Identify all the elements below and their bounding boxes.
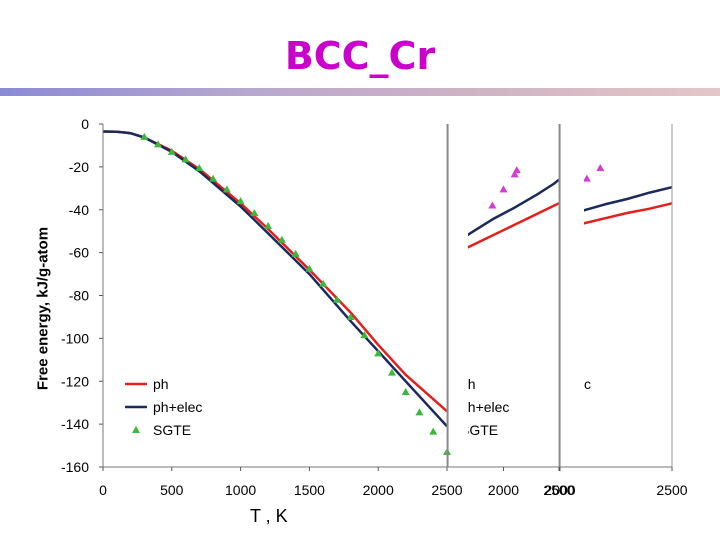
y-tick-label: 0 [81,116,89,132]
data-point-sgte [346,312,355,320]
data-point-sgte [305,264,314,272]
legend-label: ph [153,376,169,392]
legend-fragment: SGTE [460,422,498,438]
slide-title: BCC_Cr [284,34,436,78]
series-line-ph [468,202,560,249]
data-point-sgte [401,387,410,395]
legend-label: ph+elec [460,399,509,415]
data-point-sgte [499,185,508,193]
data-point-sgte [415,408,424,416]
y-tick-label: -100 [61,330,89,346]
x-tick-label: 0 [99,482,107,498]
data-point-sgte [567,182,575,189]
data-point-sgte [181,155,190,163]
data-point-sgte [154,140,163,148]
data-point-sgte [167,147,176,155]
x-tick-label: 2000 [363,482,394,498]
series-line-ph-elec [468,178,560,237]
x-tick-label: 2500 [656,482,687,498]
legend-fragment: c [584,376,591,392]
data-point-sgte [360,331,369,339]
x-tick-label: 2000 [488,482,519,498]
title-divider [0,88,720,96]
legend-fragment: ph+elec [460,399,509,415]
data-point-sgte [584,174,591,182]
x-tick-label: 500 [160,482,184,498]
data-point-sgte [332,295,341,303]
data-point-sgte [250,208,259,216]
legend-label: ph+elec [153,399,202,415]
x-tick-label: 2000 [544,482,575,498]
data-point-sgte [429,427,438,435]
y-tick-label: -40 [69,202,89,218]
data-point-sgte [222,185,231,193]
data-point-sgte [596,163,605,171]
data-point-sgte [195,163,204,171]
data-point-sgte [319,279,328,287]
data-point-sgte [277,235,286,243]
y-tick-label: -60 [69,245,89,261]
x-axis-title: T , K [250,506,288,526]
legend-fragment: ph [460,376,476,392]
data-point-sgte [291,249,300,257]
data-point-sgte [387,368,396,376]
y-tick-label: -20 [69,159,89,175]
x-tick-label: 2500 [431,482,462,498]
y-tick-label: -140 [61,416,89,432]
x-tick-label: 1500 [294,482,325,498]
data-point-sgte [374,349,383,357]
x-tick-label: 2500 [543,482,574,498]
data-point-sgte [209,174,218,182]
data-point-sgte [236,197,245,205]
data-point-sgte [510,170,519,178]
data-point-sgte [488,201,497,209]
series-line-ph-elec [584,185,673,212]
data-point-sgte [512,166,521,174]
chart-panel-3 [567,163,673,225]
legend-label: c [584,376,591,392]
chart-panel-2 [468,166,560,249]
y-tick-label: -120 [61,373,89,389]
legend-label: ph [460,376,476,392]
legend-label: SGTE [153,422,191,438]
data-point-sgte [264,221,273,229]
legend-label: SGTE [460,422,498,438]
x-tick-label: 1000 [225,482,256,498]
legend-swatch [132,426,140,433]
y-tick-label: -80 [69,288,89,304]
data-point-sgte [140,132,149,140]
y-tick-label: -160 [61,459,89,475]
series-line-ph [584,202,673,225]
chart-panel-1 [103,130,451,455]
